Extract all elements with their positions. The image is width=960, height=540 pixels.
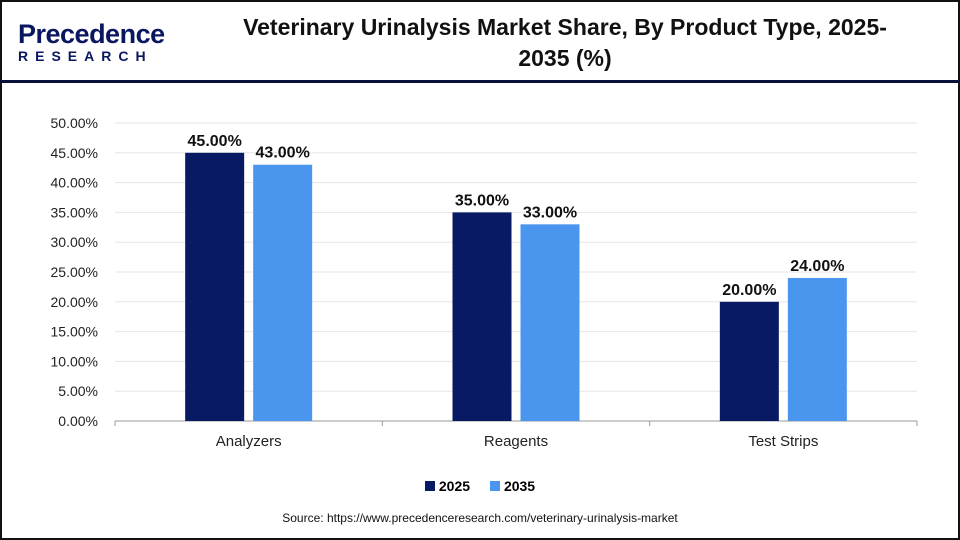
legend-item-2025: 2025 xyxy=(424,478,471,494)
x-tick-label: Reagents xyxy=(484,433,548,450)
legend-swatch xyxy=(489,481,500,491)
x-tick-label: Analyzers xyxy=(216,433,282,450)
y-tick-label: 5.00% xyxy=(58,383,98,399)
bar-2025-reagents xyxy=(452,212,512,421)
y-tick-label: 35.00% xyxy=(51,204,98,220)
bar-2025-test-strips xyxy=(719,301,779,421)
header-divider xyxy=(0,80,960,83)
bar-2035-analyzers xyxy=(253,164,313,421)
data-label: 24.00% xyxy=(790,258,844,275)
y-tick-label: 50.00% xyxy=(51,115,98,131)
data-label: 20.00% xyxy=(722,282,776,299)
y-tick-label: 0.00% xyxy=(58,413,98,429)
data-label: 43.00% xyxy=(256,145,310,162)
chart-title: Veterinary Urinalysis Market Share, By P… xyxy=(243,14,887,71)
y-tick-label: 45.00% xyxy=(51,145,98,161)
legend-label: 2035 xyxy=(503,478,536,494)
data-label: 35.00% xyxy=(455,192,509,209)
logo: Precedence RESEARCH xyxy=(18,19,165,64)
logo-line2: RESEARCH xyxy=(18,48,153,64)
x-tick-label: Test Strips xyxy=(748,433,818,450)
bar-2025-analyzers xyxy=(185,152,245,422)
legend-label: 2025 xyxy=(438,478,471,494)
source-note: Source: https://www.precedenceresearch.c… xyxy=(282,511,678,525)
bar-2035-test-strips xyxy=(787,277,847,421)
y-tick-label: 15.00% xyxy=(51,324,98,340)
data-label: 45.00% xyxy=(188,133,242,150)
y-tick-label: 40.00% xyxy=(51,175,98,191)
bar-2035-reagents xyxy=(520,224,580,421)
data-label: 33.00% xyxy=(523,204,577,221)
legend-swatch xyxy=(424,481,435,491)
y-tick-label: 25.00% xyxy=(51,264,98,280)
y-tick-label: 30.00% xyxy=(51,234,98,250)
legend-item-2035: 2035 xyxy=(489,478,536,494)
logo-line1: Precedence xyxy=(18,19,165,49)
legend: 2025 2035 xyxy=(0,478,960,494)
y-tick-label: 10.00% xyxy=(51,353,98,369)
y-tick-label: 20.00% xyxy=(51,294,98,310)
